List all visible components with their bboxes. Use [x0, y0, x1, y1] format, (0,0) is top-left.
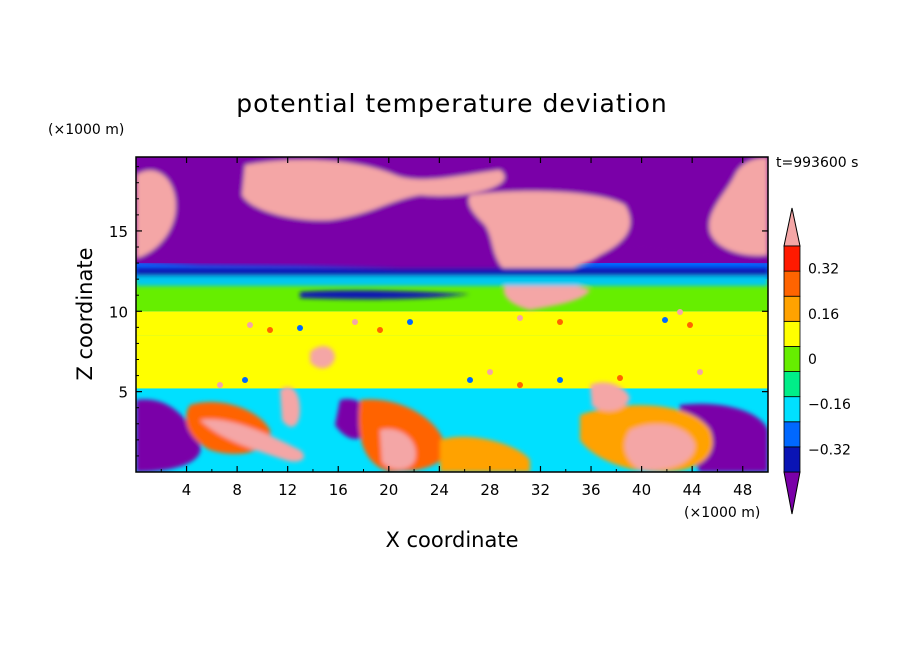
x-unit-label: (×1000 m) [684, 505, 760, 521]
speckle [247, 322, 253, 328]
speckle [487, 369, 493, 375]
speckle [217, 382, 223, 388]
lower-pink-blob-3 [624, 424, 695, 471]
x-tick-label: 20 [379, 481, 398, 499]
colorbar-bin [783, 371, 801, 398]
decor-dots [217, 309, 703, 388]
colorbar-bin [783, 396, 801, 423]
x-tick-label: 12 [278, 481, 297, 499]
y-axis-label: Z coordinate [73, 247, 97, 380]
y-tick-label: 15 [109, 223, 128, 241]
mid-pink-blob-6 [310, 346, 335, 369]
colorbar-bin [783, 421, 801, 448]
colorbar: 0.32 0.16 0 −0.16 −0.32 [783, 207, 851, 515]
colorbar-bin [783, 245, 801, 272]
speckle [377, 327, 383, 333]
field-layer-1 [136, 335, 768, 389]
speckle [407, 319, 413, 325]
mid-pink-patch [503, 282, 590, 310]
speckle [467, 377, 473, 383]
lower-pink-blob-2 [380, 429, 416, 470]
speckle [697, 369, 703, 375]
plot-frame [135, 156, 769, 473]
speckle [557, 319, 563, 325]
speckle [517, 382, 523, 388]
colorbar-bin [783, 346, 801, 372]
speckle [517, 315, 523, 321]
lower-pink-blob-4 [590, 382, 630, 412]
colorbar-bin [783, 320, 801, 347]
lower-pink-streak-1 [200, 419, 305, 462]
upper-pink-blob-left [136, 170, 176, 258]
chart-title: potential temperature deviation [236, 89, 667, 118]
x-axis: 4 8 12 16 20 24 28 32 36 40 44 48 [160, 157, 752, 499]
x-tick-label: 40 [632, 481, 651, 499]
upper-pink-blob-right-center [468, 191, 631, 276]
colorbar-label: 0.16 [808, 307, 839, 323]
field-layer-2 [136, 311, 768, 336]
colorbar-label: −0.16 [808, 397, 851, 413]
x-tick-label: 16 [329, 481, 348, 499]
colorbar-bin [783, 446, 801, 473]
y-tick-label: 5 [118, 384, 128, 402]
colorbar-min-triangle [783, 471, 801, 515]
speckle [687, 322, 693, 328]
x-tick-label: 44 [683, 481, 702, 499]
x-tick-label: 28 [480, 481, 499, 499]
tropopause-cyan-band [136, 276, 768, 286]
x-tick-label: 36 [581, 481, 600, 499]
colorbar-label: 0 [808, 352, 817, 368]
dark-streak [300, 290, 470, 300]
x-tick-label: 4 [182, 481, 192, 499]
tropopause-dark-band [136, 268, 768, 276]
x-tick-label: 24 [430, 481, 449, 499]
speckle [297, 325, 303, 331]
speckle [242, 377, 248, 383]
time-label: t=993600 s [776, 155, 858, 171]
speckle [352, 319, 358, 325]
x-tick-label: 32 [531, 481, 550, 499]
x-axis-label: X coordinate [385, 528, 518, 552]
speckle [267, 327, 273, 333]
x-tick-label: 8 [232, 481, 242, 499]
speckle [557, 377, 563, 383]
upper-pink-blob-center [242, 159, 505, 221]
lower-purple-left [136, 399, 201, 472]
colorbar-bin [783, 270, 801, 297]
x-tick-label: 48 [733, 481, 752, 499]
colorbar-label: 0.32 [808, 262, 839, 278]
y-unit-label: (×1000 m) [48, 122, 124, 138]
upper-purple-region [136, 157, 768, 270]
colorbar-label: −0.32 [808, 442, 851, 458]
lower-warm-blob-4 [440, 436, 530, 472]
speckle [662, 317, 668, 323]
colorbar-bin [783, 295, 801, 322]
y-tick-label: 10 [109, 303, 128, 321]
field-plot-area [136, 157, 768, 472]
colorbar-max-triangle [783, 207, 801, 247]
upper-pink-blob-right [709, 157, 768, 256]
lower-pink-blob-5 [280, 386, 300, 427]
speckle [677, 309, 683, 315]
field-features [136, 157, 768, 472]
speckle [617, 375, 623, 381]
y-axis: 5 10 15 [109, 166, 768, 457]
